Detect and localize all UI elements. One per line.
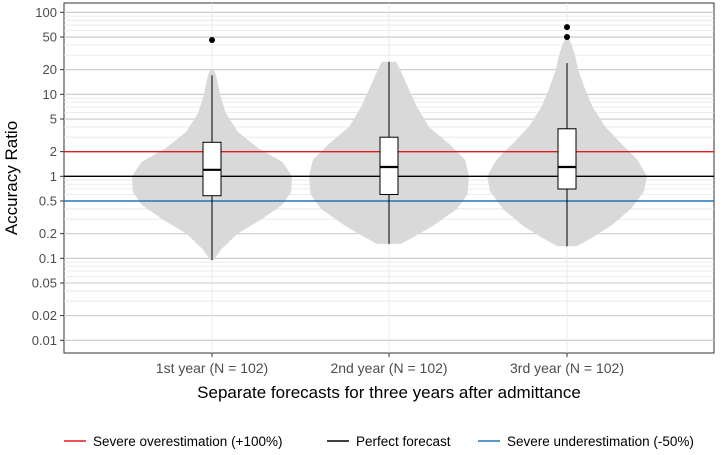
x-tick-label: 2nd year (N = 102) xyxy=(330,360,447,376)
legend-label: Perfect forecast xyxy=(356,434,451,449)
y-tick-label: 0.2 xyxy=(39,226,57,241)
legend-label: Severe underestimation (-50%) xyxy=(507,434,694,449)
boxplots xyxy=(202,24,577,261)
y-tick-label: 0.01 xyxy=(32,333,57,348)
y-tick-label: 100 xyxy=(35,5,57,20)
outlier-point xyxy=(564,34,570,41)
y-tick-label: 1 xyxy=(50,169,57,184)
x-tick-label: 3rd year (N = 102) xyxy=(510,360,624,376)
y-axis-title: Accuracy Ratio xyxy=(2,121,21,235)
x-axis-title: Separate forecasts for three years after… xyxy=(197,383,581,402)
y-tick-label: 50 xyxy=(43,30,57,45)
y-tick-label: 20 xyxy=(43,62,57,77)
box xyxy=(557,128,577,190)
legend: Severe overestimation (+100%) Perfect for… xyxy=(64,434,694,449)
x-tick-labels: 1st year (N = 102) 2nd year (N = 102) 3rd … xyxy=(156,353,624,376)
box xyxy=(379,136,399,196)
y-tick-label: 2 xyxy=(50,144,57,159)
y-tick-labels: 100 50 20 10 5 2 1 0.5 0.2 0.1 0.05 0.02 0.01 xyxy=(32,5,64,348)
y-tick-label: 0.1 xyxy=(39,251,57,266)
y-tick-label: 0.02 xyxy=(32,308,57,323)
x-tick-label: 1st year (N = 102) xyxy=(156,360,268,376)
y-tick-label: 0.05 xyxy=(32,275,57,290)
y-tick-label: 5 xyxy=(50,112,57,127)
outlier-point xyxy=(209,36,215,43)
y-tick-label: 10 xyxy=(43,87,57,102)
legend-label: Severe overestimation (+100%) xyxy=(93,434,282,449)
outlier-point xyxy=(564,24,570,31)
y-tick-label: 0.5 xyxy=(39,194,57,209)
